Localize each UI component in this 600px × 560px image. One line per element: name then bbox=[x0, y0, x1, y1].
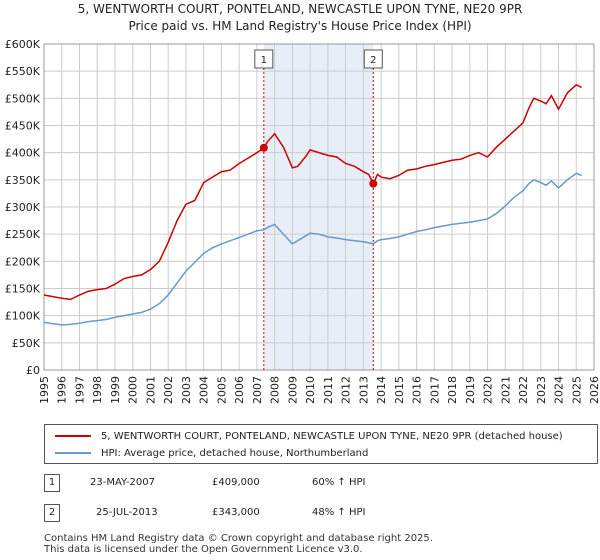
sale-hpi-change: 60% ↑ HPI bbox=[312, 477, 366, 488]
footer: Contains HM Land Registry data © Crown c… bbox=[44, 533, 433, 555]
y-tick-label: £450K bbox=[5, 120, 41, 133]
x-tick-label: 2013 bbox=[357, 376, 370, 404]
x-tick-label: 2003 bbox=[180, 376, 193, 404]
x-tick-label: 2005 bbox=[215, 376, 228, 404]
y-tick-label: £550K bbox=[5, 65, 41, 78]
y-tick-label: £350K bbox=[5, 174, 41, 187]
x-tick-label: 2007 bbox=[251, 376, 264, 404]
footer-copyright: Contains HM Land Registry data © Crown c… bbox=[44, 533, 433, 544]
x-tick-label: 2009 bbox=[286, 376, 299, 404]
chart-title: 5, WENTWORTH COURT, PONTELAND, NEWCASTLE… bbox=[77, 2, 523, 16]
footer-license: This data is licensed under the Open Gov… bbox=[44, 544, 363, 555]
y-tick-label: £250K bbox=[5, 228, 41, 241]
sale-date: 23-MAY-2007 bbox=[90, 477, 156, 488]
sale-hpi-change: 48% ↑ HPI bbox=[312, 507, 366, 518]
legend-swatch-hpi bbox=[55, 452, 91, 454]
x-tick-label: 2001 bbox=[144, 376, 157, 404]
y-tick-label: £150K bbox=[5, 283, 41, 296]
x-tick-label: 2004 bbox=[198, 376, 211, 404]
sale-number-badge: 1 bbox=[44, 474, 60, 492]
x-tick-label: 1998 bbox=[91, 376, 104, 404]
x-tick-label: 2015 bbox=[393, 376, 406, 404]
x-tick-label: 2020 bbox=[482, 376, 495, 404]
x-tick-label: 2025 bbox=[570, 376, 583, 404]
y-tick-label: £400K bbox=[5, 147, 41, 160]
y-tick-label: £0 bbox=[26, 364, 40, 377]
x-tick-label: 1997 bbox=[73, 376, 86, 404]
x-tick-label: 1995 bbox=[38, 376, 51, 404]
x-tick-label: 2024 bbox=[553, 376, 566, 404]
x-tick-label: 2000 bbox=[127, 376, 140, 404]
x-tick-label: 2017 bbox=[428, 376, 441, 404]
chart-subtitle: Price paid vs. HM Land Registry's House … bbox=[128, 19, 472, 33]
x-tick-label: 2018 bbox=[446, 376, 459, 404]
line-chart: £0 £50K £100K £150K £200K £250K £300K £350K £400… bbox=[5, 38, 600, 404]
x-tick-label: 2023 bbox=[535, 376, 548, 404]
property-price-line bbox=[43, 83, 582, 301]
x-tick-label: 2011 bbox=[322, 376, 335, 404]
legend-item-hpi: HPI: Average price, detached house, Nort… bbox=[55, 445, 368, 461]
sale-point bbox=[369, 179, 378, 188]
x-tick-label: 2021 bbox=[499, 376, 512, 404]
plot-border bbox=[43, 43, 595, 371]
y-tick-label: £300K bbox=[5, 201, 41, 214]
x-tick-label: 2012 bbox=[340, 376, 353, 404]
y-tick-label: £100K bbox=[5, 310, 41, 323]
sale-point bbox=[259, 143, 268, 152]
sale-price: £343,000 bbox=[212, 507, 260, 518]
x-tick-label: 2002 bbox=[162, 376, 175, 404]
x-tick-label: 2006 bbox=[233, 376, 246, 404]
sale-label-box bbox=[363, 49, 383, 69]
sale-date: 25-JUL-2013 bbox=[96, 507, 158, 518]
sale-price: £409,000 bbox=[212, 477, 260, 488]
y-tick-label: £50K bbox=[12, 337, 41, 350]
y-tick-label: £600K bbox=[5, 38, 41, 51]
hpi-line bbox=[43, 172, 582, 326]
sale-label-box bbox=[254, 49, 274, 69]
sale-label-number: 2 bbox=[370, 55, 376, 66]
legend-item-property: 5, WENTWORTH COURT, PONTELAND, NEWCASTLE… bbox=[55, 428, 563, 444]
y-tick-label: £500K bbox=[5, 92, 41, 105]
x-tick-label: 2022 bbox=[517, 376, 530, 404]
y-tick-label: £200K bbox=[5, 255, 41, 268]
x-tick-label: 2016 bbox=[411, 376, 424, 404]
sale-label-number: 1 bbox=[261, 55, 267, 66]
legend-label-hpi: HPI: Average price, detached house, Nort… bbox=[101, 447, 369, 459]
sale-number-badge: 2 bbox=[44, 504, 60, 522]
chart-legend: 5, WENTWORTH COURT, PONTELAND, NEWCASTLE… bbox=[44, 424, 598, 464]
x-tick-label: 2019 bbox=[464, 376, 477, 404]
legend-label-property: 5, WENTWORTH COURT, PONTELAND, NEWCASTLE… bbox=[101, 430, 563, 442]
x-tick-label: 2008 bbox=[269, 376, 282, 404]
x-tick-label: 1996 bbox=[56, 376, 69, 404]
legend-swatch-property bbox=[55, 435, 91, 437]
x-tick-label: 1999 bbox=[109, 376, 122, 404]
x-tick-label: 2010 bbox=[304, 376, 317, 404]
x-tick-label: 2026 bbox=[588, 376, 600, 404]
x-tick-label: 2014 bbox=[375, 376, 388, 404]
